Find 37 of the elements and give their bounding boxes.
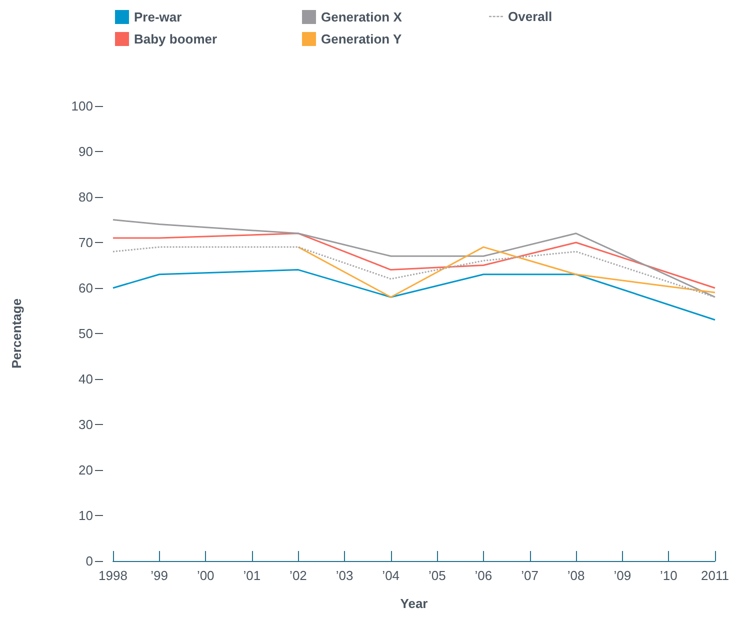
legend-label: Pre-war	[134, 10, 182, 24]
y-tick-label: 10	[78, 508, 93, 523]
x-tick-label: ’02	[290, 568, 307, 583]
line-series	[112, 219, 716, 298]
y-tick-label: 80	[78, 190, 93, 204]
y-tick-label: 20	[78, 462, 93, 478]
x-tick-label: 1998	[98, 568, 128, 583]
line-series	[112, 232, 716, 289]
x-tick-label: ’10	[660, 568, 678, 583]
y-axis-title: Percentage	[9, 298, 24, 369]
y-tick-label: 60	[78, 280, 93, 296]
line-series	[112, 246, 716, 298]
x-tick-label: ’99	[150, 568, 168, 583]
legend-label: Baby boomer	[134, 32, 218, 46]
y-tick-label: 90	[78, 144, 93, 159]
x-tick-label: ’06	[474, 568, 492, 583]
y-tick-label: 100	[71, 98, 93, 114]
x-tick-label: ’04	[382, 568, 400, 583]
x-tick-label: 2011	[701, 568, 729, 583]
x-tick-label: ’00	[196, 568, 214, 583]
x-tick-label: ’01	[243, 568, 261, 583]
x-tick-label: ’03	[336, 568, 354, 583]
y-tick-label: 0	[86, 554, 93, 568]
line-series	[112, 269, 716, 321]
y-tick-label: 30	[78, 417, 93, 432]
legend-label: Overall	[508, 9, 552, 24]
y-tick-label: 50	[78, 326, 93, 341]
x-axis-title: Year	[400, 596, 428, 611]
x-tick-label: ’07	[521, 568, 538, 583]
y-tick-label: 40	[78, 372, 93, 386]
line-series	[297, 246, 716, 298]
x-tick-label: ’09	[614, 568, 632, 583]
x-tick-label: ’05	[428, 568, 446, 583]
x-tick-label: ’08	[567, 568, 585, 583]
legend-label: Generation X	[321, 10, 402, 24]
legend-label: Generation Y	[321, 32, 402, 46]
y-tick-label: 70	[78, 235, 93, 250]
